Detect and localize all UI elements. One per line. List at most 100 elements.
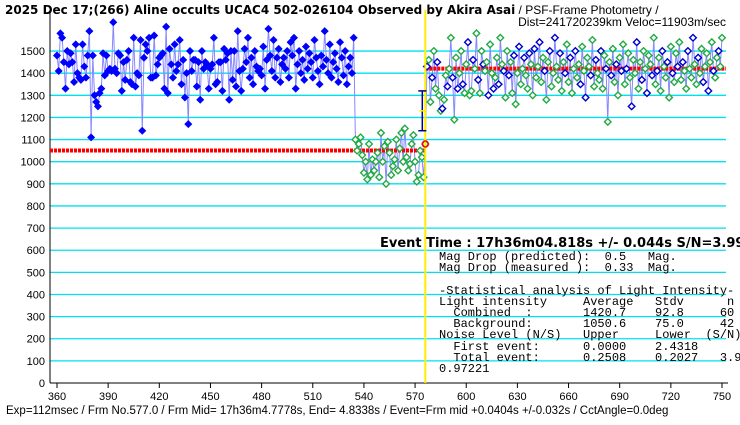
- x-tick-label: 510: [304, 391, 322, 403]
- data-point: [162, 22, 171, 31]
- data-point: [487, 68, 497, 78]
- data-point: [300, 75, 309, 84]
- data-point: [320, 27, 329, 36]
- data-point: [523, 84, 532, 93]
- stat-line: Mag Drop (predicted): 0.5 Mag.: [439, 250, 677, 264]
- data-point: [278, 60, 287, 69]
- data-point: [610, 77, 619, 87]
- data-point: [203, 60, 212, 69]
- data-point: [407, 139, 416, 149]
- data-point: [600, 51, 609, 60]
- data-point: [283, 47, 292, 56]
- data-point: [81, 73, 90, 82]
- data-point: [555, 48, 565, 58]
- data-point: [397, 128, 406, 138]
- data-point: [180, 93, 189, 102]
- data-point: [651, 79, 660, 89]
- y-tick-label: 1000: [21, 157, 45, 169]
- data-point: [709, 66, 718, 76]
- data-point: [615, 53, 624, 62]
- data-point: [494, 79, 503, 89]
- data-point: [652, 66, 662, 76]
- x-tick-label: 540: [355, 391, 373, 403]
- data-point: [255, 64, 264, 73]
- data-point: [707, 37, 717, 47]
- data-point: [93, 102, 102, 111]
- data-point: [663, 57, 672, 67]
- data-point: [291, 84, 300, 93]
- data-point: [659, 62, 669, 71]
- data-point: [357, 150, 367, 160]
- data-point: [167, 60, 176, 69]
- data-point: [368, 155, 377, 164]
- data-point: [88, 51, 97, 60]
- y-tick-label: 1400: [21, 68, 45, 80]
- chart-title: 2025 Dec 17;(266) Aline occults UCAC4 50…: [5, 3, 659, 17]
- data-point: [649, 33, 659, 43]
- data-point: [538, 53, 548, 62]
- data-point: [298, 55, 307, 64]
- data-point: [480, 66, 490, 76]
- data-point: [572, 73, 582, 82]
- data-point: [704, 86, 713, 96]
- data-point: [475, 88, 485, 98]
- data-point: [136, 35, 145, 44]
- data-point: [525, 48, 534, 58]
- data-point: [317, 51, 326, 60]
- data-point: [342, 80, 351, 89]
- data-point: [716, 62, 725, 71]
- data-point: [158, 49, 167, 58]
- data-point: [456, 46, 466, 56]
- data-point: [112, 69, 121, 78]
- data-point: [257, 71, 266, 80]
- data-point: [540, 66, 549, 76]
- data-point: [429, 46, 439, 56]
- stat-line: Noise Level (N/S) Upper Lower (S/N): [439, 328, 740, 343]
- data-point: [455, 68, 464, 78]
- data-point: [378, 157, 387, 166]
- data-point: [371, 157, 381, 166]
- data-point: [238, 64, 247, 73]
- data-point: [138, 126, 147, 135]
- data-point: [647, 71, 657, 80]
- data-point: [596, 46, 606, 56]
- data-point: [620, 79, 630, 89]
- data-point: [695, 68, 705, 78]
- data-point: [315, 80, 324, 89]
- data-point: [197, 47, 206, 56]
- y-tick-label: 600: [27, 245, 45, 257]
- data-point: [240, 44, 249, 53]
- data-point: [395, 144, 405, 153]
- data-point: [68, 58, 77, 67]
- data-point: [85, 27, 94, 36]
- data-point: [514, 42, 524, 51]
- x-tick-label: 450: [201, 391, 219, 403]
- data-point: [717, 33, 727, 43]
- data-point: [439, 95, 449, 105]
- data-point: [571, 46, 580, 56]
- data-point: [276, 78, 285, 87]
- data-point: [102, 51, 111, 60]
- data-point: [577, 42, 587, 51]
- data-point: [533, 62, 543, 71]
- data-point: [332, 64, 341, 73]
- data-point: [124, 47, 133, 56]
- data-point: [117, 86, 126, 95]
- data-point: [623, 48, 633, 58]
- data-point: [400, 124, 410, 133]
- data-point: [560, 68, 570, 78]
- data-point: [484, 91, 493, 100]
- data-point: [221, 55, 230, 64]
- data-point: [359, 168, 369, 178]
- footer-exposure-info: Exp=112msec / Frm No.577.0 / Frm Mid= 17…: [6, 405, 669, 417]
- data-point: [589, 82, 599, 91]
- data-point: [450, 115, 459, 124]
- data-point: [579, 66, 589, 76]
- stat-line: Total event: 0.2508 0.2027 3.99: [439, 350, 740, 365]
- data-point: [341, 47, 350, 56]
- data-point: [443, 82, 452, 91]
- data-point: [601, 64, 611, 74]
- x-tick-label: 660: [559, 391, 577, 403]
- data-point: [349, 33, 358, 42]
- data-point: [310, 35, 319, 44]
